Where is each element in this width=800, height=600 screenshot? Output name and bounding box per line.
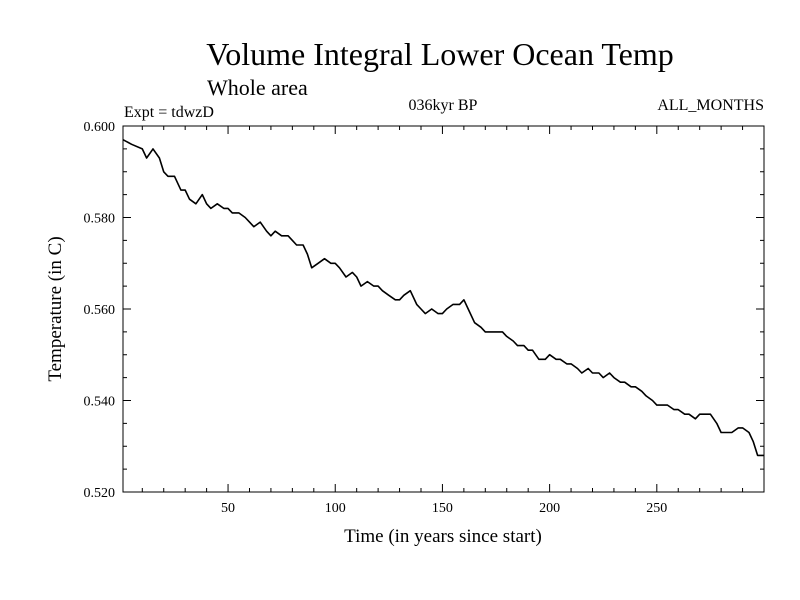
axis-ticks bbox=[123, 125, 764, 493]
x-tick-label: 150 bbox=[432, 501, 453, 516]
y-tick-label: 0.520 bbox=[84, 486, 116, 501]
y-tick-label: 0.580 bbox=[84, 212, 116, 227]
period-label: 036kyr BP bbox=[409, 97, 478, 114]
y-tick-label: 0.560 bbox=[84, 303, 116, 318]
y-tick-label: 0.600 bbox=[84, 120, 116, 135]
y-tick-labels: 0.520 0.540 0.560 0.580 0.600 bbox=[84, 120, 116, 501]
x-tick-label: 250 bbox=[646, 501, 667, 516]
months-label: ALL_MONTHS bbox=[657, 97, 764, 114]
plot-frame bbox=[122, 125, 765, 493]
y-tick-label: 0.540 bbox=[84, 395, 116, 410]
y-axis-label: Temperature (in C) bbox=[45, 236, 66, 381]
x-tick-label: 200 bbox=[539, 501, 560, 516]
x-tick-label: 100 bbox=[325, 501, 346, 516]
x-tick-labels: 50 100 150 200 250 bbox=[221, 501, 667, 516]
x-tick-label: 50 bbox=[221, 501, 235, 516]
x-axis-label: Time (in years since start) bbox=[344, 526, 542, 547]
experiment-label: Expt = tdwzD bbox=[124, 104, 214, 121]
chart-subtitle: Whole area bbox=[207, 75, 308, 100]
temperature-series-line bbox=[122, 138, 764, 457]
chart-title: Volume Integral Lower Ocean Temp bbox=[206, 36, 674, 72]
